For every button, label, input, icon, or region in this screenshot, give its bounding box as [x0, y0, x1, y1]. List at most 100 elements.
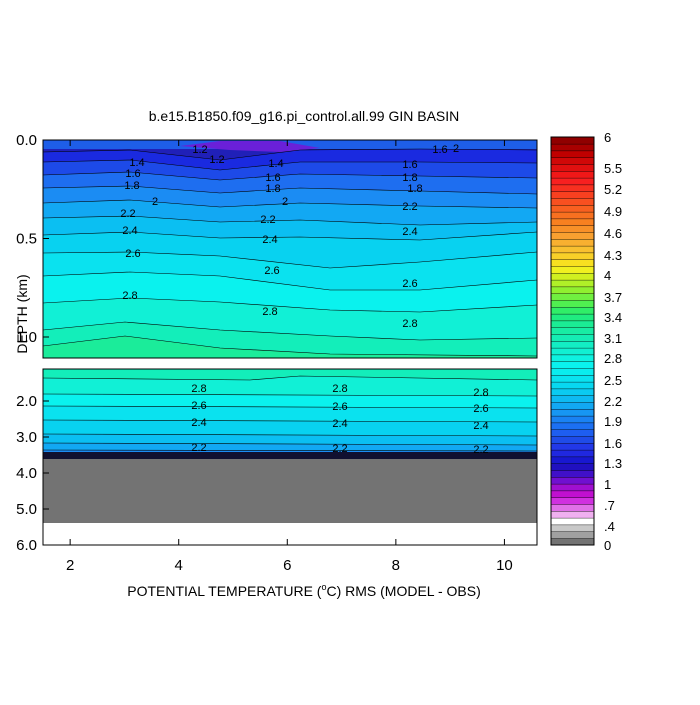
- upper-contour-line: [43, 215, 537, 226]
- lower-contour-line: [43, 375, 537, 381]
- y-axis-label: DEPTH (km): [14, 274, 30, 353]
- upper-panel-frame: [42, 139, 538, 359]
- colorbar-label: 2.2: [604, 394, 622, 409]
- upper-contour-bands: [43, 140, 537, 358]
- colorbar-swatch: [550, 279, 595, 288]
- contour-label: 2.6: [264, 265, 279, 277]
- colorbar-swatch: [550, 388, 595, 396]
- colorbar-swatch: [550, 266, 595, 274]
- colorbar-swatch: [550, 470, 595, 478]
- x-axis-label-sup: o: [321, 582, 326, 592]
- colorbar-swatch: [550, 136, 595, 145]
- y-tick-label: 5.0: [16, 501, 37, 518]
- lower-contour-labels: 2.8 2.8 2.8 2.6 2.6 2.6 2.4 2.4 2.4 2.2 2.2 2.2: [191, 383, 488, 456]
- colorbar-label: 2.8: [604, 351, 622, 366]
- lower-contour-line: [43, 405, 537, 409]
- colorbar-swatch: [550, 456, 595, 464]
- upper-contour-line: [43, 199, 537, 209]
- contour-label: 1.8: [124, 180, 139, 192]
- colorbar-label: 1.3: [604, 456, 622, 471]
- upper-contour-line: [43, 171, 537, 181]
- colorbar-label: 1.9: [604, 414, 622, 429]
- colorbar-label: 3.1: [604, 331, 622, 346]
- land-mask: [43, 459, 537, 523]
- contour-label: 2.4: [473, 420, 488, 432]
- contour-label: 1.6: [432, 144, 447, 156]
- upper-contour-line: [43, 251, 537, 269]
- contour-label: 2.4: [122, 225, 137, 237]
- axes: 2 4 6 8 10 0.0 0.5 1.0 2.0 3.0 4.0 5.0 6.0: [16, 132, 513, 574]
- x-axis-label: POTENTIAL TEMPERATURE (oC) RMS (MODEL - …: [127, 582, 481, 599]
- colorbar-swatch: [550, 531, 595, 539]
- colorbar-swatch: [550, 327, 595, 335]
- colorbar-label: 0: [604, 538, 611, 553]
- colorbar-swatch: [550, 374, 595, 383]
- contour-label: 2.6: [473, 403, 488, 415]
- contour-label: 2.8: [402, 318, 417, 330]
- contour-label: 2.6: [402, 278, 417, 290]
- colorbar-swatch: [550, 490, 595, 498]
- x-tick-label: 4: [175, 557, 183, 574]
- x-tick-label: 8: [392, 557, 400, 574]
- svg-text:POTENTIAL TEMPERATURE (oC) RMS: POTENTIAL TEMPERATURE (oC) RMS (MODEL - …: [127, 582, 481, 599]
- colorbar-swatch: [550, 286, 595, 294]
- upper-contour-line: [43, 231, 537, 241]
- contour-label: 1.2: [209, 154, 224, 166]
- colorbar-swatch: [550, 225, 595, 233]
- colorbar-label: 5.5: [604, 161, 622, 176]
- colorbar-swatch: [550, 436, 595, 444]
- contour-label: 2.4: [262, 234, 277, 246]
- contour-label: 1.6: [402, 159, 417, 171]
- contour-label: 2.8: [473, 387, 488, 399]
- colorbar-swatch: [550, 293, 595, 301]
- colorbar: 6 5.5 5.2 4.9 4.6 4.3 4 3.7 3.4 3.1 2.8 2.5 2.2 1.9 1.…: [550, 130, 622, 553]
- colorbar-swatch: [550, 334, 595, 342]
- upper-contour-line: [43, 297, 537, 313]
- colorbar-swatch: [550, 306, 595, 315]
- colorbar-swatch: [550, 524, 595, 532]
- colorbar-swatch: [550, 361, 595, 369]
- contour-label: 2.8: [262, 306, 277, 318]
- colorbar-swatch: [550, 449, 595, 458]
- colorbar-swatch: [550, 218, 595, 226]
- contour-label: 2: [453, 143, 459, 155]
- colorbar-label: 4.3: [604, 248, 622, 263]
- x-tick-label: 2: [66, 557, 74, 574]
- colorbar-frame: [550, 136, 595, 546]
- contour-label: 2.4: [191, 417, 206, 429]
- colorbar-swatch: [550, 510, 595, 519]
- colorbar-swatch: [550, 272, 595, 281]
- y-tick-label: 0.0: [16, 132, 37, 149]
- colorbar-swatch: [550, 204, 595, 213]
- upper-contour-line: [43, 335, 537, 357]
- colorbar-label: 1.6: [604, 436, 622, 451]
- colorbar-swatch: [550, 300, 595, 308]
- upper-contour-line: [43, 271, 537, 291]
- lower-panel-frame: [42, 368, 538, 546]
- y-tick-label: 0.5: [16, 231, 37, 248]
- colorbar-label: 4: [604, 268, 611, 283]
- upper-contour-line: [43, 185, 537, 195]
- y-tick-label: 1.0: [16, 329, 37, 346]
- upper-contour-labels: 1.21.21.4 1.41.6 1.61.61.61.8 1.81.81.82 222…: [120, 143, 459, 330]
- colorbar-swatch: [550, 340, 595, 349]
- x-tick-label: 10: [496, 557, 513, 574]
- colorbar-swatch: [550, 504, 595, 512]
- contour-label: 1.8: [407, 183, 422, 195]
- colorbar-swatch: [550, 497, 595, 505]
- contour-label: 2.2: [260, 214, 275, 226]
- upper-contour-line: [43, 321, 537, 341]
- chart-title: b.e15.B1850.f09_g16.pi_control.all.99 GI…: [149, 108, 460, 124]
- contour-label: 2.2: [402, 201, 417, 213]
- x-axis-label-pre: POTENTIAL TEMPERATURE (: [127, 583, 322, 599]
- contour-label: 1.4: [129, 157, 144, 169]
- colorbar-swatch: [550, 313, 595, 322]
- lower-contour-line: [43, 442, 537, 446]
- colorbar-label: 4.9: [604, 204, 622, 219]
- contour-label: 1.2: [192, 144, 207, 156]
- contour-label: 2.6: [191, 400, 206, 412]
- colorbar-swatch: [550, 170, 595, 179]
- colorbar-swatch: [550, 483, 595, 492]
